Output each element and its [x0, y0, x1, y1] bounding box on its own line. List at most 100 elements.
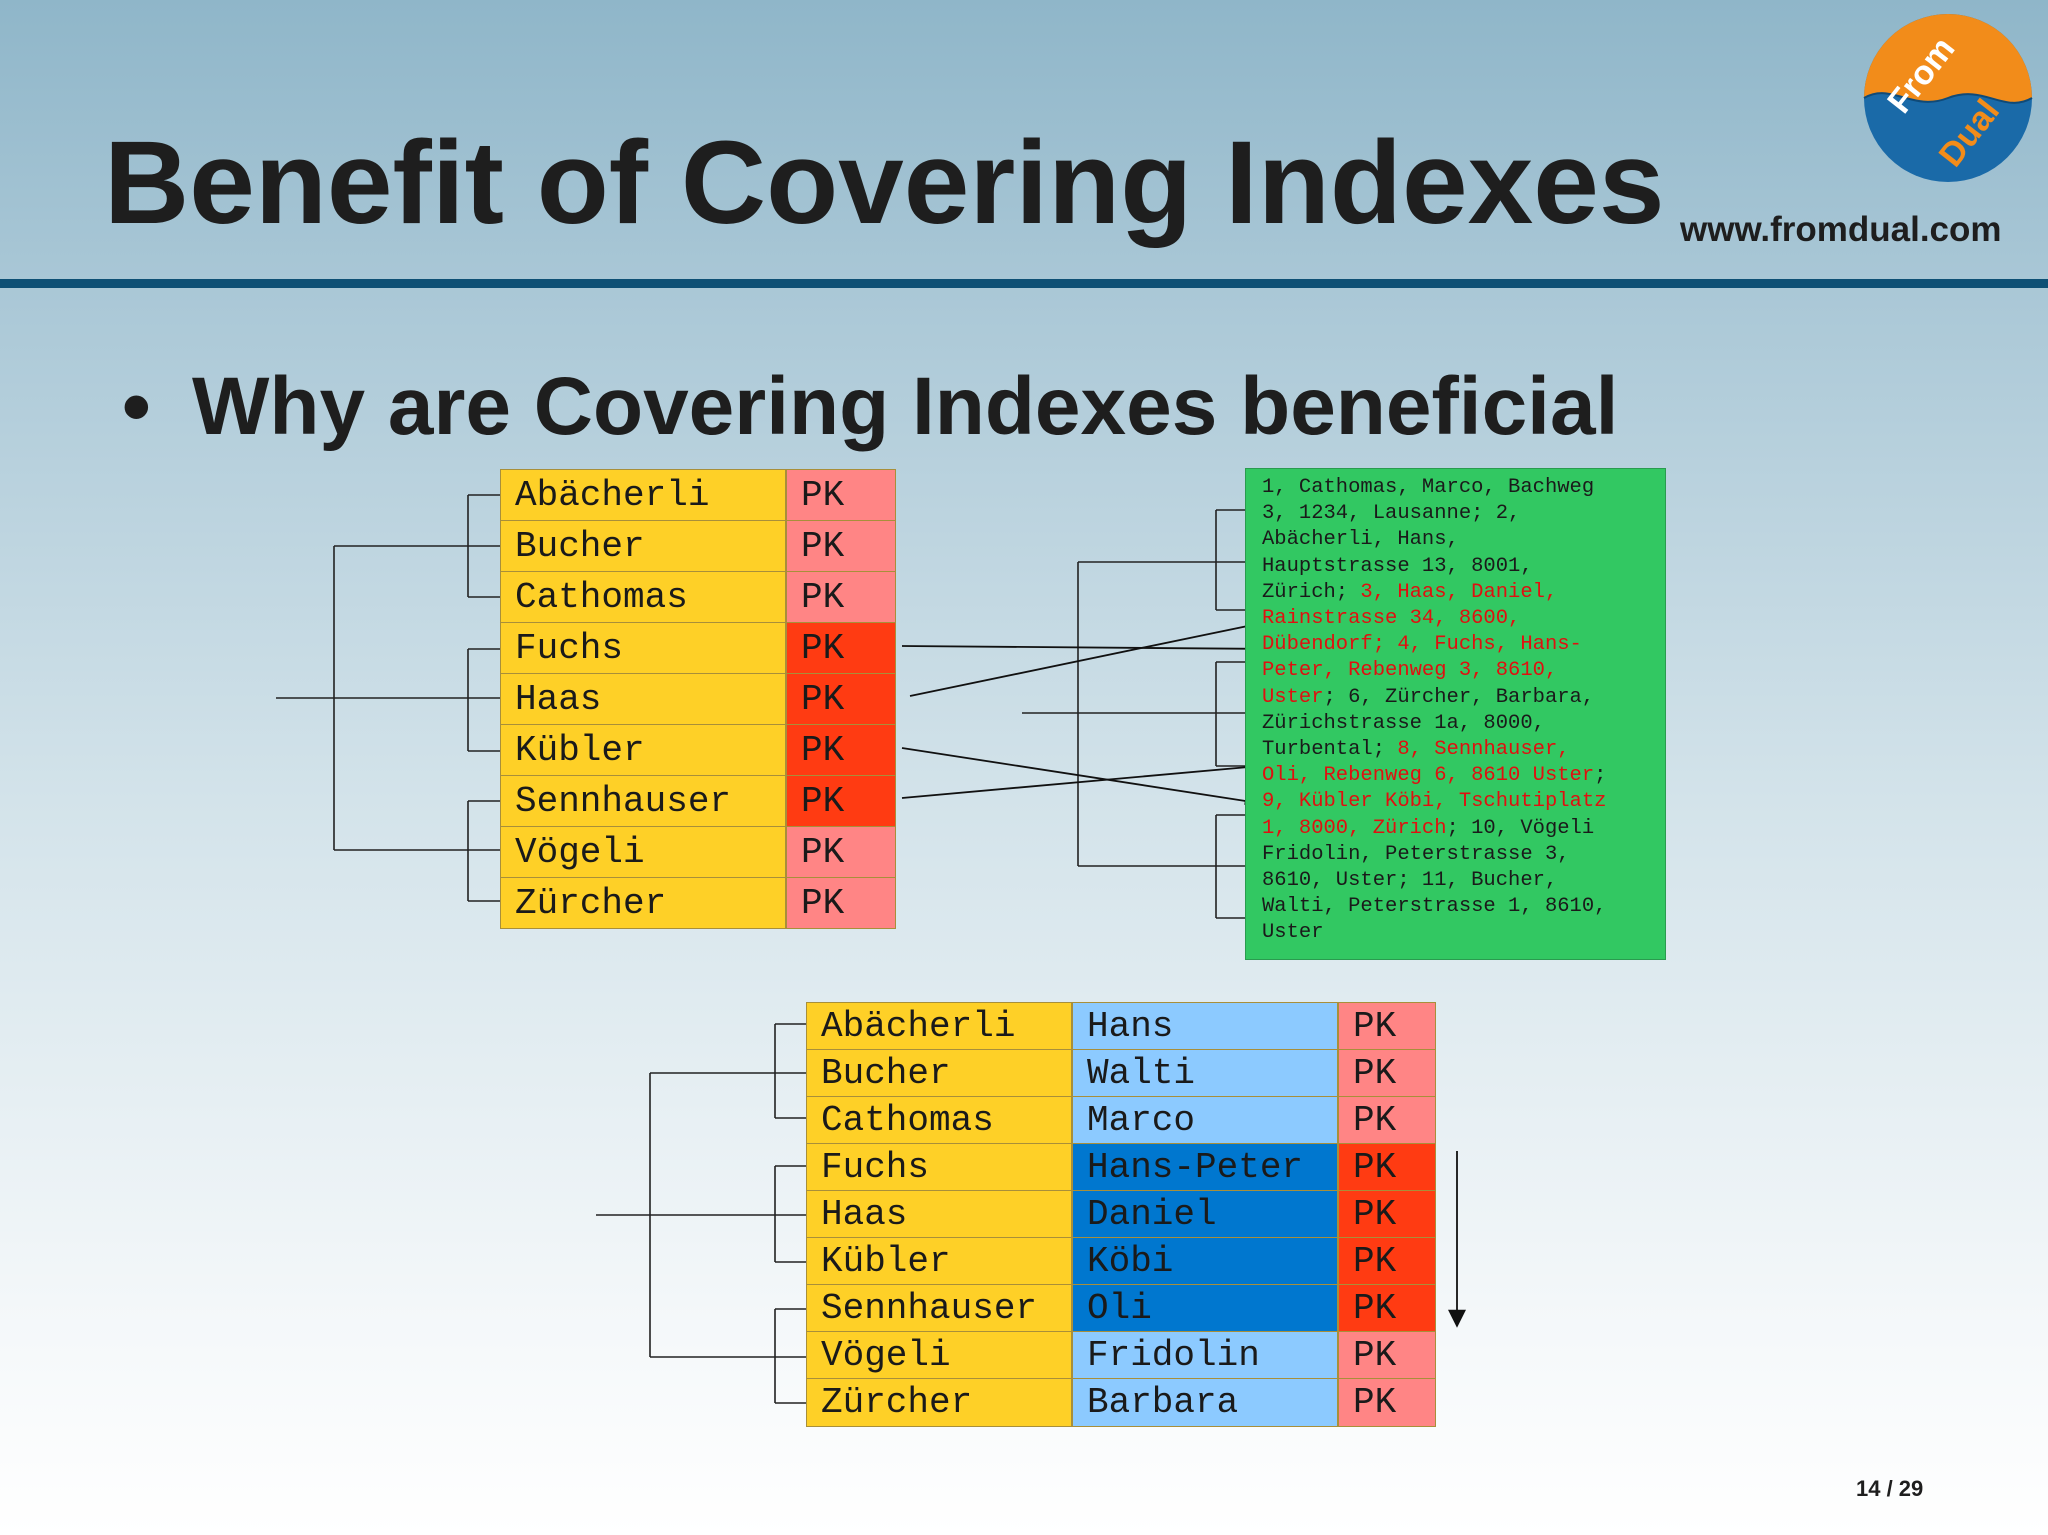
bullet-dot-icon: • — [122, 361, 151, 452]
table-data-line: Uster — [1262, 920, 1655, 946]
covering-index-row: Abächerli Hans PK — [806, 1002, 1436, 1050]
covering-pk-cell: PK — [1338, 1332, 1436, 1379]
index-pk-cell: PK — [786, 674, 896, 725]
index-name-cell: Haas — [500, 674, 786, 725]
table-data-line: Peter, Rebenweg 3, 8610, — [1262, 658, 1655, 684]
bullet-point: • Why are Covering Indexes beneficial — [122, 360, 1618, 454]
covering-tree-branch-1 — [774, 1023, 806, 1119]
covering-name-cell: Kübler — [806, 1238, 1072, 1285]
index-name-cell: Kübler — [500, 725, 786, 776]
table-data-line: Zürichstrasse 1a, 8000, — [1262, 711, 1655, 737]
index-row: Abächerli PK — [500, 469, 896, 521]
table-data-line: Dübendorf; 4, Fuchs, Hans- — [1262, 632, 1655, 658]
table-data-block: 1, Cathomas, Marco, Bachweg 3, 1234, Laus… — [1245, 468, 1666, 960]
table-data-line: Turbental; 8, Sennhauser, — [1262, 737, 1655, 763]
index-name-cell: Fuchs — [500, 623, 786, 674]
covering-name-cell: Bucher — [806, 1050, 1072, 1097]
table-data-highlight: Dübendorf; 4, Fuchs, Hans- — [1262, 633, 1582, 657]
website-url: www.fromdual.com — [1680, 210, 2002, 249]
index-tree-root — [276, 545, 468, 851]
table-data-line: 3, 1234, Lausanne; 2, — [1262, 501, 1655, 527]
table-data-text: Zürich; — [1262, 580, 1361, 604]
covering-name-cell: Vögeli — [806, 1332, 1072, 1379]
index-name-cell: Abächerli — [500, 469, 786, 521]
covering-first-name-cell: Barbara — [1072, 1379, 1338, 1427]
slide-title: Benefit of Covering Indexes — [104, 117, 1665, 249]
lookup-arrow-kuebler — [901, 747, 1253, 805]
index-tree-branch-2 — [467, 648, 500, 752]
page-number: 14 / 29 — [1856, 1476, 1924, 1501]
covering-index-row: Haas Daniel PK — [806, 1191, 1436, 1238]
fromdual-logo-icon: From Dual — [1863, 14, 2033, 182]
table-data-highlight: Uster — [1262, 685, 1324, 709]
covering-tree-branch-3 — [774, 1308, 806, 1404]
index-pk-cell: PK — [786, 725, 896, 776]
covering-first-name-cell: Oli — [1072, 1285, 1338, 1332]
covering-first-name-cell: Daniel — [1072, 1191, 1338, 1238]
index-name-cell: Vögeli — [500, 827, 786, 878]
table-data-text: Zürichstrasse 1a, 8000, — [1262, 711, 1545, 735]
covering-tree-root — [596, 1072, 775, 1358]
index-name-pk: Abächerli PK Bucher PK Cathomas PK Fuchs PK … — [500, 469, 896, 929]
table-data-text: Hauptstrasse 13, 8001, — [1262, 554, 1533, 578]
covering-name-cell: Haas — [806, 1191, 1072, 1238]
index-name-cell: Sennhauser — [500, 776, 786, 827]
index-pk-cell: PK — [786, 469, 896, 521]
header-divider — [0, 279, 2048, 288]
table-data-highlight: 8, Sennhauser, — [1397, 738, 1570, 762]
table-data-line: 1, Cathomas, Marco, Bachweg — [1262, 475, 1655, 501]
bullet-text: Why are Covering Indexes beneficial — [192, 361, 1619, 452]
index-pk-cell: PK — [786, 521, 896, 572]
covering-name-cell: Abächerli — [806, 1002, 1072, 1050]
covering-index-row: Kübler Köbi PK — [806, 1238, 1436, 1285]
covering-first-name-cell: Hans-Peter — [1072, 1144, 1338, 1191]
table-data-line: 8610, Uster; 11, Bucher, — [1262, 868, 1655, 894]
table-tree-branch-2 — [1215, 661, 1245, 767]
table-data-line: Fridolin, Peterstrasse 3, — [1262, 842, 1655, 868]
index-pk-cell: PK — [786, 878, 896, 929]
table-data-text: Turbental; — [1262, 738, 1398, 762]
table-data-highlight: 1, 8000, Zürich — [1262, 816, 1447, 840]
index-row: Kübler PK — [500, 725, 896, 776]
table-data-line: Walti, Peterstrasse 1, 8610, — [1262, 894, 1655, 920]
table-data-text: ; 10, Vögeli — [1446, 816, 1595, 840]
table-data-line: Hauptstrasse 13, 8001, — [1262, 554, 1655, 580]
table-data-text: 1, Cathomas, Marco, Bachweg — [1262, 476, 1595, 499]
table-data-text: Walti, Peterstrasse 1, 8610, — [1262, 895, 1607, 919]
index-row: Fuchs PK — [500, 623, 896, 674]
index-tree-branch-3 — [467, 800, 500, 902]
table-data-highlight: 3, Haas, Daniel, — [1360, 580, 1558, 604]
covering-first-name-cell: Hans — [1072, 1002, 1338, 1050]
covering-name-cell: Fuchs — [806, 1144, 1072, 1191]
index-row: Zürcher PK — [500, 878, 896, 929]
index-pk-cell: PK — [786, 827, 896, 878]
covering-index-row: Cathomas Marco PK — [806, 1097, 1436, 1144]
table-tree-branch-3 — [1215, 814, 1245, 919]
index-row: Sennhauser PK — [500, 776, 896, 827]
table-data-highlight: Oli, Rebenweg 6, 8610 Uster — [1262, 764, 1595, 788]
table-data-line: Zürich; 3, Haas, Daniel, — [1262, 580, 1655, 606]
covering-pk-cell: PK — [1338, 1191, 1436, 1238]
covering-name-cell: Cathomas — [806, 1097, 1072, 1144]
table-data-text: ; — [1594, 764, 1607, 788]
table-data-text: Uster — [1262, 921, 1324, 945]
covering-pk-cell: PK — [1338, 1238, 1436, 1285]
covering-first-name-cell: Marco — [1072, 1097, 1338, 1144]
table-data-line: 9, Kübler Köbi, Tschutiplatz — [1262, 789, 1655, 815]
table-tree-branch-1 — [1215, 509, 1245, 611]
table-data-text: 8610, Uster; 11, Bucher, — [1262, 869, 1558, 893]
table-data-line: Rainstrasse 34, 8600, — [1262, 606, 1655, 632]
table-data-line: Uster; 6, Zürcher, Barbara, — [1262, 685, 1655, 711]
covering-pk-cell: PK — [1338, 1144, 1436, 1191]
index-pk-cell: PK — [786, 776, 896, 827]
index-pk-cell: PK — [786, 572, 896, 623]
table-data-highlight: Peter, Rebenweg 3, 8610, — [1262, 659, 1558, 683]
covering-pk-cell: PK — [1338, 1379, 1436, 1427]
table-data-highlight: Rainstrasse 34, 8600, — [1262, 607, 1521, 631]
covering-pk-cell: PK — [1338, 1050, 1436, 1097]
table-data-line: Abächerli, Hans, — [1262, 527, 1655, 553]
covering-first-name-cell: Fridolin — [1072, 1332, 1338, 1379]
covering-name-cell: Zürcher — [806, 1379, 1072, 1427]
covering-index-row: Sennhauser Oli PK — [806, 1285, 1436, 1332]
index-row: Vögeli PK — [500, 827, 896, 878]
